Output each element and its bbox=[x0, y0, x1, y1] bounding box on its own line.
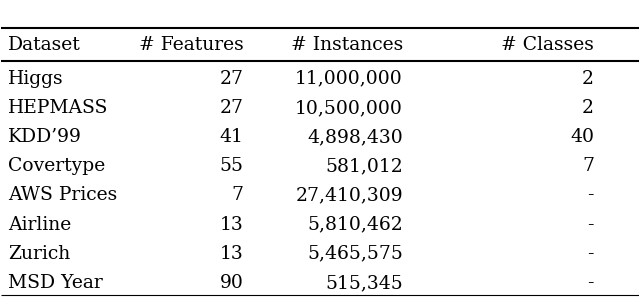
Text: # Instances: # Instances bbox=[291, 36, 403, 54]
Text: 27: 27 bbox=[220, 99, 244, 117]
Text: 40: 40 bbox=[570, 128, 594, 146]
Text: 515,345: 515,345 bbox=[325, 274, 403, 292]
Text: -: - bbox=[588, 186, 594, 204]
Text: Dataset: Dataset bbox=[8, 36, 81, 54]
Text: 55: 55 bbox=[220, 157, 244, 175]
Text: 7: 7 bbox=[232, 186, 244, 204]
Text: # Features: # Features bbox=[139, 36, 244, 54]
Text: 90: 90 bbox=[220, 274, 244, 292]
Text: Airline: Airline bbox=[8, 216, 71, 234]
Text: 4,898,430: 4,898,430 bbox=[307, 128, 403, 146]
Text: 2: 2 bbox=[582, 99, 594, 117]
Text: 13: 13 bbox=[220, 216, 244, 234]
Text: 581,012: 581,012 bbox=[325, 157, 403, 175]
Text: Zurich: Zurich bbox=[8, 245, 70, 263]
Text: 10,500,000: 10,500,000 bbox=[295, 99, 403, 117]
Text: -: - bbox=[588, 274, 594, 292]
Text: 2: 2 bbox=[582, 70, 594, 88]
Text: Covertype: Covertype bbox=[8, 157, 105, 175]
Text: -: - bbox=[588, 245, 594, 263]
Text: Higgs: Higgs bbox=[8, 70, 63, 88]
Text: # Classes: # Classes bbox=[501, 36, 594, 54]
Text: 5,810,462: 5,810,462 bbox=[307, 216, 403, 234]
Text: AWS Prices: AWS Prices bbox=[8, 186, 117, 204]
Text: 41: 41 bbox=[220, 128, 244, 146]
Text: KDD’99: KDD’99 bbox=[8, 128, 82, 146]
Text: HEPMASS: HEPMASS bbox=[8, 99, 108, 117]
Text: 27: 27 bbox=[220, 70, 244, 88]
Text: 27,410,309: 27,410,309 bbox=[295, 186, 403, 204]
Text: -: - bbox=[588, 216, 594, 234]
Text: 13: 13 bbox=[220, 245, 244, 263]
Text: 11,000,000: 11,000,000 bbox=[295, 70, 403, 88]
Text: 7: 7 bbox=[582, 157, 594, 175]
Text: MSD Year: MSD Year bbox=[8, 274, 102, 292]
Text: 5,465,575: 5,465,575 bbox=[307, 245, 403, 263]
